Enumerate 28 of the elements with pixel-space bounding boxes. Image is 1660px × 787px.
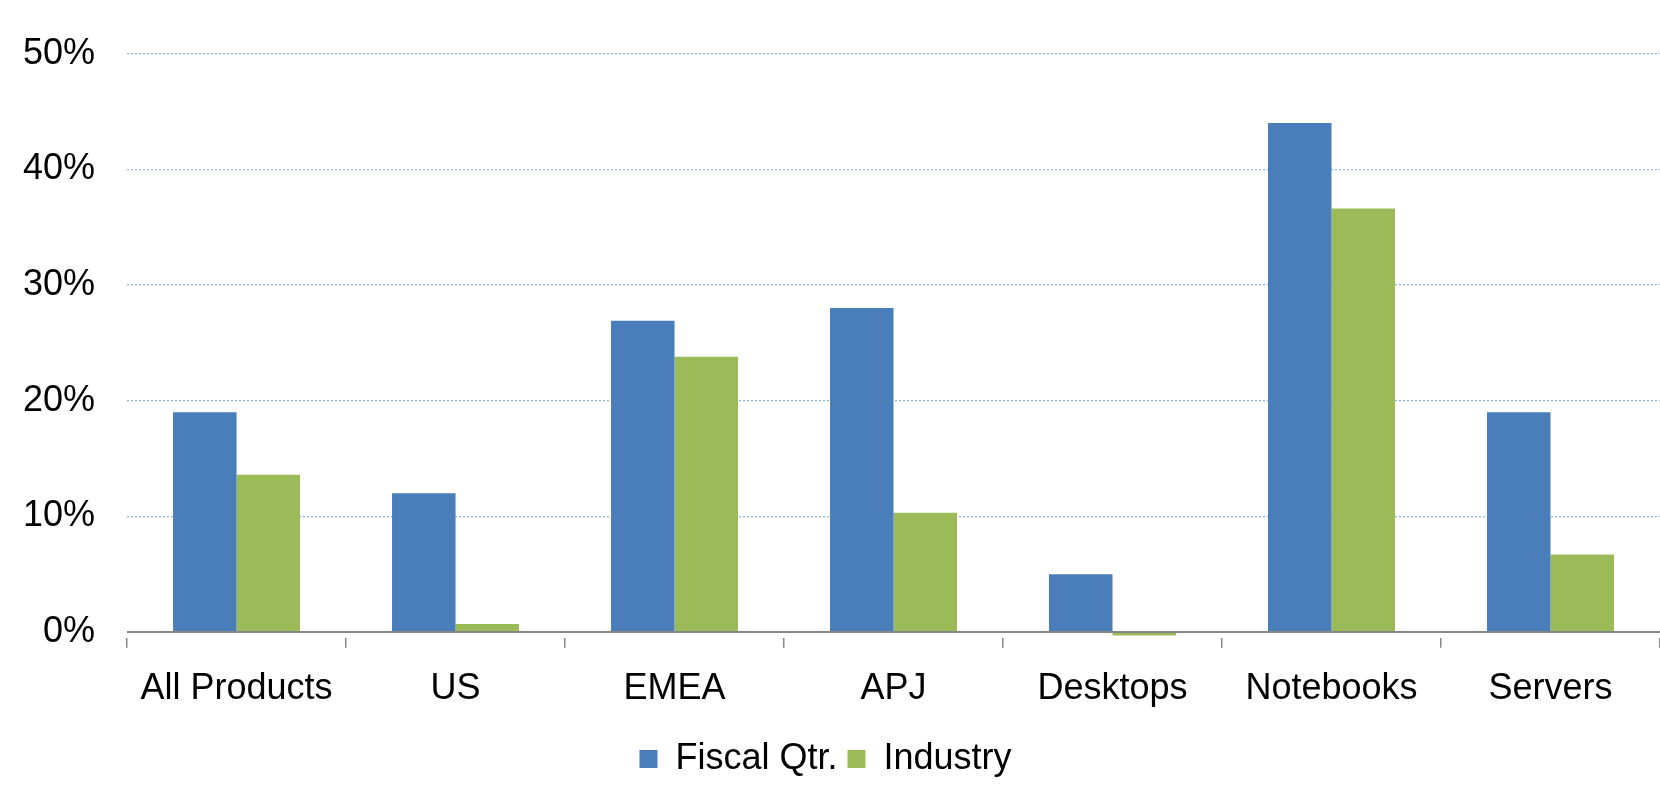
legend-label: Fiscal Qtr.	[675, 735, 838, 777]
legend-label: Industry	[883, 735, 1012, 777]
x-tick-label: EMEA	[623, 666, 726, 708]
y-tick-label: 0%	[43, 608, 96, 650]
y-tick-label: 40%	[22, 146, 96, 188]
x-tick-label: Notebooks	[1245, 666, 1418, 708]
bar	[1268, 123, 1332, 632]
bar	[674, 356, 739, 632]
bar	[1331, 208, 1396, 632]
x-tick-label: Servers	[1488, 666, 1613, 708]
bar	[392, 493, 456, 632]
x-tick-label: All Products	[140, 666, 333, 708]
y-tick-label: 10%	[22, 493, 96, 535]
y-tick-label: 30%	[22, 261, 96, 303]
x-tick-label: US	[430, 666, 481, 708]
bar	[830, 308, 894, 632]
bar	[893, 512, 958, 632]
bar	[236, 474, 301, 632]
y-tick-label: 20%	[22, 377, 96, 419]
x-tick-label: Desktops	[1037, 666, 1188, 708]
bar	[173, 412, 237, 632]
bar	[455, 623, 520, 632]
bar	[1487, 412, 1551, 632]
x-tick-label: APJ	[860, 666, 927, 708]
y-tick-label: 50%	[22, 30, 96, 72]
bar	[611, 320, 675, 632]
bar	[1049, 574, 1113, 632]
bar	[1550, 554, 1615, 632]
